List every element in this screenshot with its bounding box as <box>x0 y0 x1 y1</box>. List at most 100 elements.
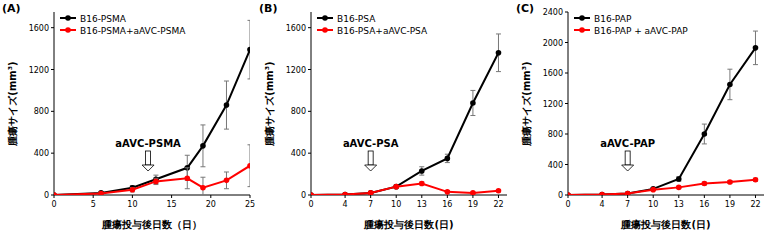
error-bar <box>753 31 758 65</box>
point <box>470 190 476 195</box>
point <box>247 163 250 169</box>
point <box>98 190 104 195</box>
point <box>311 192 314 195</box>
x-tick <box>250 195 251 198</box>
error-bar <box>153 178 158 184</box>
y-tick-label: 0 <box>558 191 563 200</box>
x-tick <box>54 195 55 198</box>
annotation-text: aAVC-PSA <box>343 138 399 149</box>
x-tick <box>93 195 94 198</box>
x-tick <box>210 195 211 198</box>
error-bar <box>676 177 681 182</box>
legend-label: B16-PSMA <box>80 14 127 24</box>
y-tick <box>565 12 568 13</box>
x-tick <box>704 195 705 198</box>
panel: (A)0400800120016000510152025腫瘍投与後日数（日）腫瘍… <box>2 2 255 230</box>
y-tick <box>565 134 568 135</box>
legend-marker <box>65 27 71 33</box>
x-tick <box>472 195 473 198</box>
point <box>98 191 104 195</box>
y-tick <box>308 69 311 70</box>
legend-marker <box>322 27 328 33</box>
point <box>342 192 348 195</box>
x-axis-label: 腫瘍投与後日数(日) <box>363 219 453 230</box>
error-bar <box>470 90 475 115</box>
point <box>568 192 571 195</box>
annotation-arrow <box>365 151 377 171</box>
x-tick-label: 0 <box>565 200 570 209</box>
y-tick <box>308 153 311 154</box>
y-tick-label: 2400 <box>543 8 563 17</box>
annotation-arrow <box>622 151 634 171</box>
panel-label: (B) <box>259 2 277 15</box>
error-bar <box>153 175 158 183</box>
y-tick-label: 1600 <box>286 24 306 33</box>
plot-area <box>311 34 501 195</box>
x-tick-label: 22 <box>493 200 503 209</box>
x-tick-label: 10 <box>127 200 137 209</box>
y-tick <box>308 27 311 28</box>
legend-label: B16-PSMA+aAVC-PSMA <box>80 26 186 36</box>
x-axis-label: 腫瘍投与後日数(日) <box>620 219 710 230</box>
x-tick <box>602 195 603 198</box>
point <box>753 177 759 183</box>
point <box>753 45 759 51</box>
y-tick <box>51 111 54 112</box>
error-bar <box>224 81 229 129</box>
error-bar <box>419 167 424 175</box>
point <box>224 102 230 108</box>
x-tick <box>729 195 730 198</box>
point <box>702 131 708 137</box>
y-tick <box>565 42 568 43</box>
point <box>727 82 733 88</box>
point <box>184 175 190 181</box>
point <box>54 192 57 195</box>
x-tick-label: 7 <box>368 200 373 209</box>
panel: (B)0400800120016000471013161922腫瘍投与後日数(日… <box>259 2 507 230</box>
y-tick-label: 400 <box>548 161 563 170</box>
point <box>200 185 206 191</box>
x-tick-label: 10 <box>648 200 658 209</box>
point <box>153 179 159 185</box>
point <box>650 186 656 192</box>
error-bar <box>702 124 707 144</box>
x-tick-label: 5 <box>91 200 96 209</box>
y-tick-label: 800 <box>291 107 306 116</box>
y-tick <box>51 27 54 28</box>
point <box>311 192 314 195</box>
y-tick-label: 1600 <box>543 69 563 78</box>
y-tick <box>565 73 568 74</box>
x-tick <box>755 195 756 198</box>
point <box>247 47 250 53</box>
y-axis-label: 腫瘍サイズ(mm³) <box>264 61 275 146</box>
y-axis-label: 腫瘍サイズ(mm³) <box>7 61 18 146</box>
point <box>445 189 451 195</box>
x-tick-label: 22 <box>750 200 760 209</box>
point <box>419 181 425 187</box>
x-tick-label: 13 <box>674 200 684 209</box>
x-tick-label: 10 <box>391 200 401 209</box>
series-line <box>54 50 250 195</box>
legend-marker <box>579 15 585 21</box>
x-tick <box>132 195 133 198</box>
panel-label: (A) <box>2 2 21 15</box>
error-bar <box>200 125 205 167</box>
panel: (C)040080012001600200024000471013161922腫… <box>516 2 764 230</box>
x-tick <box>498 195 499 198</box>
y-axis <box>311 12 312 195</box>
y-tick-label: 1200 <box>543 100 563 109</box>
x-tick-label: 25 <box>245 200 255 209</box>
x-tick <box>311 195 312 198</box>
point <box>650 187 656 193</box>
panel-label: (C) <box>516 2 534 15</box>
error-bar <box>248 20 251 79</box>
y-tick-label: 1200 <box>286 66 306 75</box>
x-tick-label: 20 <box>206 200 216 209</box>
y-tick-label: 400 <box>291 149 306 158</box>
point <box>368 190 374 195</box>
series-line <box>311 183 498 195</box>
point <box>727 179 733 185</box>
legend-label: B16-PSA <box>337 14 376 24</box>
x-tick-label: 16 <box>699 200 709 209</box>
legend-marker <box>579 27 585 33</box>
